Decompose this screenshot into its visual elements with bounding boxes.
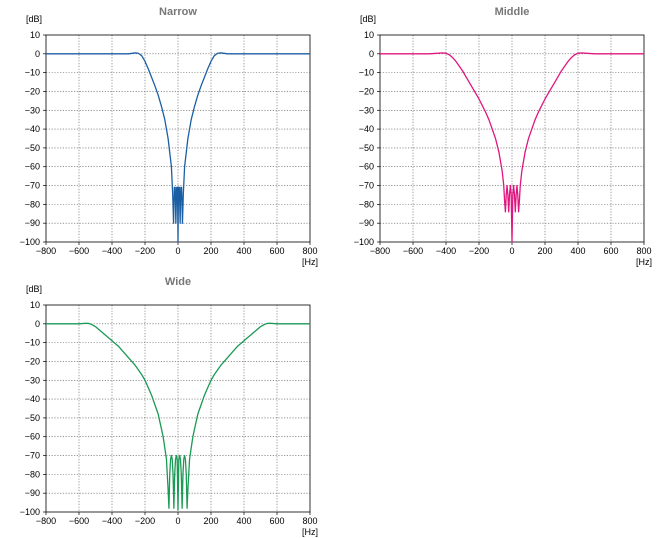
middle-x-tick-label: −200 <box>469 246 489 256</box>
middle-x-tick-label: 400 <box>570 246 585 256</box>
middle-y-tick-label: −90 <box>359 218 374 228</box>
middle-y-tick-label: −30 <box>359 105 374 115</box>
narrow-y-tick-label: −90 <box>25 218 40 228</box>
narrow-x-tick-label: −800 <box>36 246 56 256</box>
narrow-y-tick-label: −10 <box>25 68 40 78</box>
narrow-x-tick-label: 600 <box>269 246 284 256</box>
middle-x-tick-label: 0 <box>509 246 514 256</box>
middle-y-tick-label: −40 <box>359 124 374 134</box>
narrow-y-tick-label: −80 <box>25 199 40 209</box>
wide-y-tick-label: 0 <box>35 319 40 329</box>
middle-y-tick-label: −10 <box>359 68 374 78</box>
narrow-response-curve <box>46 52 310 243</box>
narrow-x-tick-label: 800 <box>302 246 317 256</box>
middle-x-tick-label: 200 <box>537 246 552 256</box>
narrow-y-tick-label: −30 <box>25 105 40 115</box>
narrow-y-tick-label: −20 <box>25 86 40 96</box>
middle-y-tick-label: 10 <box>364 30 374 40</box>
middle-y-unit-label: [dB] <box>360 14 376 24</box>
narrow-y-tick-label: −100 <box>20 237 40 247</box>
wide-y-tick-label: −60 <box>25 432 40 442</box>
narrow-chart: −800 −600 −400 −200 0 200 400 600 800 10 0 −10 −20 −3… <box>20 6 318 267</box>
narrow-y-tick-label: −50 <box>25 143 40 153</box>
narrow-x-tick-label: −400 <box>102 246 122 256</box>
wide-response-curve <box>46 322 310 511</box>
wide-x-tick-label: 200 <box>203 516 218 526</box>
wide-x-tick-label: 600 <box>269 516 284 526</box>
middle-y-tick-label: −100 <box>354 237 374 247</box>
wide-y-tick-label: 10 <box>30 300 40 310</box>
wide-y-tick-label: −80 <box>25 469 40 479</box>
wide-y-unit-label: [dB] <box>26 284 42 294</box>
middle-y-tick-label: −60 <box>359 162 374 172</box>
middle-x-tick-label: 600 <box>603 246 618 256</box>
middle-y-tick-label: −70 <box>359 181 374 191</box>
narrow-y-tick-label: −40 <box>25 124 40 134</box>
narrow-x-tick-label: 400 <box>236 246 251 256</box>
middle-y-tick-label: −80 <box>359 199 374 209</box>
wide-x-unit-label: [Hz] <box>302 527 318 537</box>
middle-response-curve <box>380 52 644 243</box>
narrow-x-unit-label: [Hz] <box>302 257 318 267</box>
wide-x-tick-label: 400 <box>236 516 251 526</box>
middle-y-tick-label: −50 <box>359 143 374 153</box>
narrow-x-tick-label: −200 <box>135 246 155 256</box>
wide-y-tick-label: −70 <box>25 451 40 461</box>
middle-x-tick-label: −600 <box>403 246 423 256</box>
narrow-x-tick-label: 200 <box>203 246 218 256</box>
middle-y-tick-label: −20 <box>359 86 374 96</box>
wide-x-tick-label: −200 <box>135 516 155 526</box>
narrow-x-tick-label: −600 <box>69 246 89 256</box>
wide-y-tick-label: −100 <box>20 507 40 517</box>
middle-x-tick-label: −400 <box>436 246 456 256</box>
wide-x-tick-label: 0 <box>175 516 180 526</box>
wide-x-tick-label: 800 <box>302 516 317 526</box>
middle-y-tick-label: 0 <box>369 49 374 59</box>
middle-x-tick-label: 800 <box>636 246 651 256</box>
narrow-chart-title: Narrow <box>159 6 197 18</box>
wide-y-tick-label: −50 <box>25 413 40 423</box>
middle-chart: −800 −600 −400 −200 0 200 400 600 800 10 0 −10 −20 −3… <box>354 6 652 267</box>
narrow-y-tick-label: 0 <box>35 49 40 59</box>
narrow-y-tick-label: −60 <box>25 162 40 172</box>
middle-chart-title: Middle <box>495 6 530 18</box>
narrow-y-tick-label: −70 <box>25 181 40 191</box>
narrow-y-tick-label: 10 <box>30 30 40 40</box>
wide-x-tick-label: −400 <box>102 516 122 526</box>
wide-x-tick-label: −800 <box>36 516 56 526</box>
wide-y-tick-label: −90 <box>25 488 40 498</box>
wide-y-tick-label: −40 <box>25 394 40 404</box>
wide-y-tick-label: −30 <box>25 375 40 385</box>
wide-y-tick-label: −10 <box>25 338 40 348</box>
narrow-y-unit-label: [dB] <box>26 14 42 24</box>
wide-x-tick-label: −600 <box>69 516 89 526</box>
wide-chart: −800 −600 −400 −200 0 200 400 600 800 10 0 −10 −20 −3… <box>20 276 318 537</box>
narrow-x-tick-label: 0 <box>175 246 180 256</box>
wide-y-tick-label: −20 <box>25 356 40 366</box>
middle-x-tick-label: −800 <box>370 246 390 256</box>
wide-chart-title: Wide <box>165 276 191 288</box>
middle-x-unit-label: [Hz] <box>636 257 652 267</box>
